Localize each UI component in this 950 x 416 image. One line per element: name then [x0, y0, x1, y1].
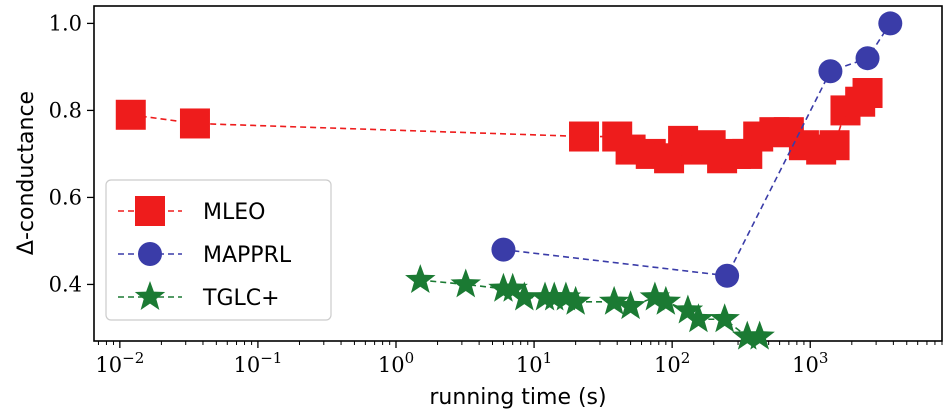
data-point-star	[539, 281, 570, 311]
data-point-star	[497, 272, 528, 302]
series-mapprl	[491, 11, 903, 288]
x-tick-label: 10−2	[95, 349, 144, 377]
legend-marker-star	[134, 281, 166, 310]
x-tick-label: 100	[378, 349, 414, 377]
data-point-star	[683, 303, 714, 333]
data-point-star	[744, 320, 775, 350]
data-point-square	[819, 130, 850, 161]
data-point-star	[650, 285, 682, 315]
legend-label: MLEO	[203, 200, 265, 225]
legend-marker-square	[135, 196, 165, 226]
x-axis-label: running time (s)	[429, 385, 606, 410]
y-tick-label: 0.4	[49, 272, 82, 296]
x-axis: 10−2 10−1 100 101 102 103	[95, 341, 943, 377]
y-tick-label: 0.8	[49, 98, 82, 122]
y-axis-label: Δ-conductance	[14, 91, 39, 255]
plot-frame	[93, 5, 943, 342]
data-point-star	[450, 268, 481, 298]
data-point-star	[509, 281, 540, 311]
legend: MLEO MAPPRL TGLC+	[105, 179, 332, 321]
x-tick-label: 10−1	[233, 349, 282, 377]
data-point-circle	[491, 237, 516, 262]
data-point-star	[405, 264, 436, 294]
data-point-star	[732, 320, 763, 350]
y-tick-label: 0.6	[49, 185, 82, 209]
data-point-star	[560, 285, 591, 315]
legend-marker-circle	[138, 242, 162, 266]
series-mleo	[115, 78, 883, 174]
data-point-square	[852, 78, 883, 109]
data-point-circle	[855, 46, 880, 71]
data-point-star	[672, 294, 704, 324]
data-point-square	[115, 99, 146, 130]
data-point-circle	[878, 11, 903, 36]
series-layer	[115, 11, 903, 350]
series-tglc-	[405, 264, 775, 350]
x-tick-label: 101	[516, 349, 552, 377]
data-point-star	[639, 281, 671, 311]
x-tick-label: 102	[654, 349, 690, 377]
data-point-circle	[818, 59, 843, 84]
x-tick-label: 103	[792, 349, 828, 377]
data-point-star	[615, 290, 646, 320]
data-point-star	[550, 281, 582, 311]
data-point-star	[598, 285, 630, 315]
y-tick-label: 1.0	[49, 11, 82, 35]
data-point-square	[569, 121, 600, 152]
data-point-circle	[715, 263, 740, 288]
legend-label: TGLC+	[202, 286, 280, 311]
data-point-square	[179, 108, 210, 139]
legend-label: MAPPRL	[203, 243, 292, 268]
plot-area	[93, 5, 943, 342]
y-axis: 0.4 0.6 0.8 1.0	[49, 11, 94, 296]
data-point-star	[709, 303, 740, 333]
